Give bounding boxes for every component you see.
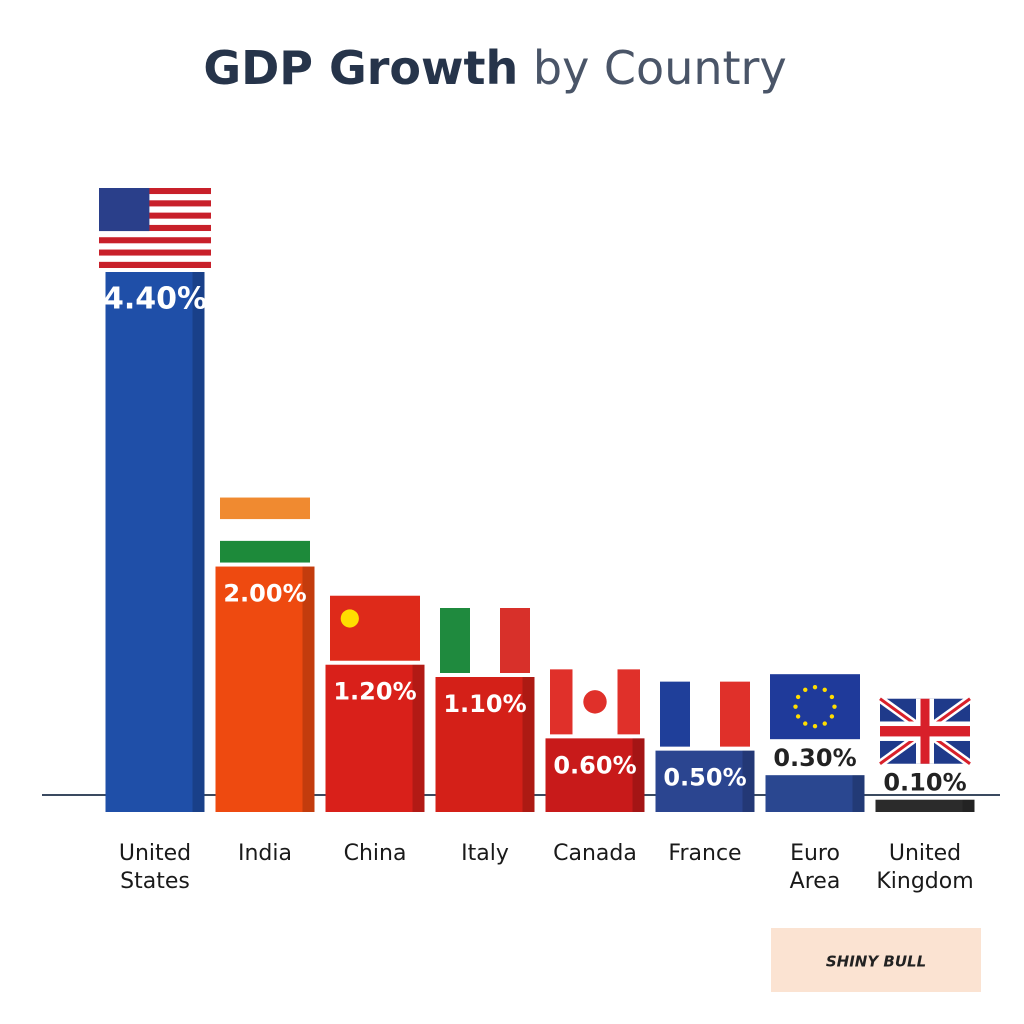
bar-shade <box>742 750 755 812</box>
flag-part <box>99 255 211 262</box>
value-label: 0.10% <box>883 769 966 797</box>
watermark: SHINY BULL <box>826 953 926 971</box>
bar <box>215 566 315 812</box>
bar-shade <box>302 566 315 812</box>
value-label: 0.60% <box>553 751 636 779</box>
x-tick-label: France <box>668 841 742 866</box>
bar <box>435 677 535 812</box>
flag-part <box>829 714 835 719</box>
flag-part <box>832 704 837 709</box>
bar-shade <box>412 664 425 812</box>
flag-part <box>99 206 211 213</box>
flag-part <box>803 721 808 726</box>
value-label: 4.40% <box>103 282 207 317</box>
bar-shade <box>192 272 205 812</box>
flag-part <box>99 188 150 232</box>
flag-part <box>220 519 310 541</box>
bar <box>325 664 425 812</box>
x-tick-label: China <box>343 841 407 866</box>
flag-part <box>99 249 211 256</box>
flag-part <box>617 669 640 735</box>
flag-part <box>220 497 310 520</box>
bar <box>105 272 205 812</box>
flag-part <box>880 726 970 737</box>
flag-part <box>99 243 211 250</box>
title-regular: by Country <box>533 41 787 95</box>
flag-part <box>583 690 607 714</box>
value-label: 0.50% <box>663 764 746 792</box>
value-label: 1.20% <box>333 678 416 706</box>
flag-part <box>822 721 827 726</box>
value-label: 1.10% <box>443 690 526 718</box>
flag-part <box>829 694 835 700</box>
flag-part <box>440 608 470 673</box>
bar <box>765 775 865 812</box>
flag-part <box>793 704 798 709</box>
x-tick-label: United States <box>118 841 192 894</box>
flag-part <box>340 609 359 628</box>
flag-part <box>690 681 720 747</box>
value-label: 0.30% <box>773 744 856 772</box>
flag-part <box>803 687 808 692</box>
flag-part <box>500 608 530 673</box>
flag-part <box>99 231 211 238</box>
flag-part <box>99 200 211 207</box>
title-bold: GDP Growth <box>203 41 518 95</box>
flag-part <box>770 674 860 740</box>
x-tick-label: India <box>238 841 292 866</box>
flag-part <box>99 188 211 195</box>
flag-part <box>99 194 211 201</box>
flag-part <box>822 687 827 692</box>
flag-part <box>330 595 420 661</box>
flag-part <box>660 681 690 747</box>
flag-part <box>720 681 750 747</box>
bar-shade <box>852 775 865 812</box>
x-tick-label: Italy <box>461 841 509 866</box>
flag-part <box>470 608 500 673</box>
x-tick-label: Canada <box>553 841 637 866</box>
flag-part <box>812 684 818 690</box>
flag-part <box>99 237 211 244</box>
x-tick-label: Euro Area <box>789 841 841 894</box>
flag-part <box>795 714 801 719</box>
flag-part <box>812 723 818 729</box>
bar <box>655 750 755 812</box>
flag-part <box>550 669 573 735</box>
bar-shade <box>632 738 645 812</box>
flag-part <box>220 540 310 563</box>
flag-part <box>795 694 801 700</box>
x-tick-label: United Kingdom <box>876 841 974 894</box>
bar-shade <box>962 799 975 812</box>
chart-title: GDP Growth by Country <box>203 41 786 95</box>
flag-part <box>99 212 211 219</box>
flag-part <box>99 224 211 232</box>
bar <box>875 799 975 812</box>
flag-part <box>99 261 211 268</box>
watermark-box <box>771 928 981 992</box>
bar-shade <box>522 677 535 812</box>
value-label: 2.00% <box>223 580 306 608</box>
bar <box>545 738 645 812</box>
flag-part <box>99 218 211 225</box>
